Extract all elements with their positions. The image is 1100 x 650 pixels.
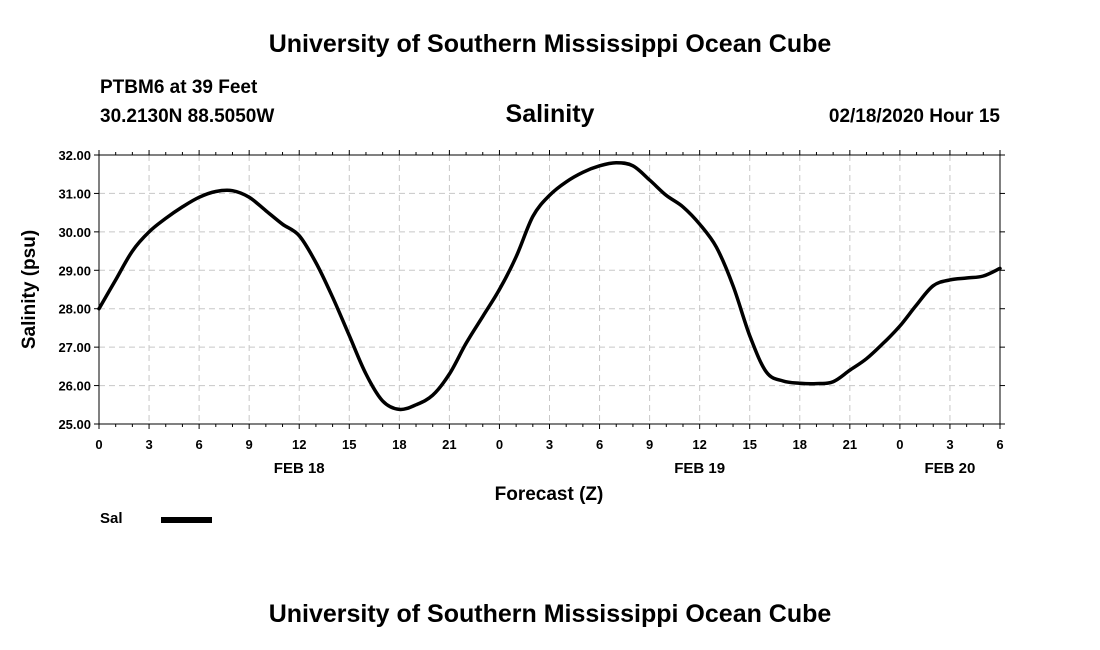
chart-header-title: University of Southern Mississippi Ocean… bbox=[268, 30, 832, 58]
x-tick-label: 18 bbox=[392, 437, 406, 452]
date-label: FEB 19 bbox=[674, 460, 725, 477]
y-tick-label: 32.00 bbox=[58, 148, 91, 163]
date-label: FEB 20 bbox=[925, 460, 976, 477]
x-tick-label: 12 bbox=[292, 437, 306, 452]
date-label: FEB 18 bbox=[274, 460, 325, 477]
y-axis-label: Salinity (psu) bbox=[19, 230, 40, 349]
x-tick-label: 12 bbox=[692, 437, 706, 452]
x-tick-label: 6 bbox=[996, 437, 1003, 452]
x-tick-label: 0 bbox=[896, 437, 903, 452]
x-axis-label: Forecast (Z) bbox=[495, 484, 604, 505]
x-tick-label: 9 bbox=[646, 437, 653, 452]
x-tick-label: 0 bbox=[95, 437, 102, 452]
x-tick-label: 3 bbox=[145, 437, 152, 452]
x-tick-label: 6 bbox=[596, 437, 603, 452]
series-line-sal bbox=[97, 160, 1002, 412]
y-tick-label: 29.00 bbox=[58, 263, 91, 278]
x-tick-label: 6 bbox=[195, 437, 202, 452]
x-tick-label: 21 bbox=[442, 437, 456, 452]
datestamp-label: 02/18/2020 Hour 15 bbox=[828, 106, 1000, 127]
y-tick-label: 31.00 bbox=[58, 186, 91, 201]
legend-label: Sal bbox=[100, 510, 123, 527]
plot-frame bbox=[98, 154, 1001, 425]
y-tick-label: 27.00 bbox=[58, 340, 91, 355]
x-tick-label: 9 bbox=[246, 437, 253, 452]
y-tick-label: 26.00 bbox=[58, 379, 91, 394]
x-tick-label: 3 bbox=[946, 437, 953, 452]
legend-swatch bbox=[161, 517, 212, 523]
x-tick-label: 15 bbox=[342, 437, 356, 452]
y-tick-label: 25.00 bbox=[58, 417, 91, 432]
x-tick-label: 18 bbox=[793, 437, 807, 452]
x-tick-label: 0 bbox=[496, 437, 503, 452]
x-tick-label: 3 bbox=[546, 437, 553, 452]
x-tick-label: 21 bbox=[843, 437, 857, 452]
chart-title: Salinity bbox=[505, 100, 595, 128]
x-tick-label: 15 bbox=[742, 437, 756, 452]
y-tick-label: 28.00 bbox=[58, 302, 91, 317]
station-label: PTBM6 at 39 Feet bbox=[100, 77, 258, 98]
y-tick-label: 30.00 bbox=[58, 225, 91, 240]
coordinates-label: 30.2130N 88.5050W bbox=[100, 106, 275, 127]
chart-footer-title: University of Southern Mississippi Ocean… bbox=[268, 600, 832, 628]
